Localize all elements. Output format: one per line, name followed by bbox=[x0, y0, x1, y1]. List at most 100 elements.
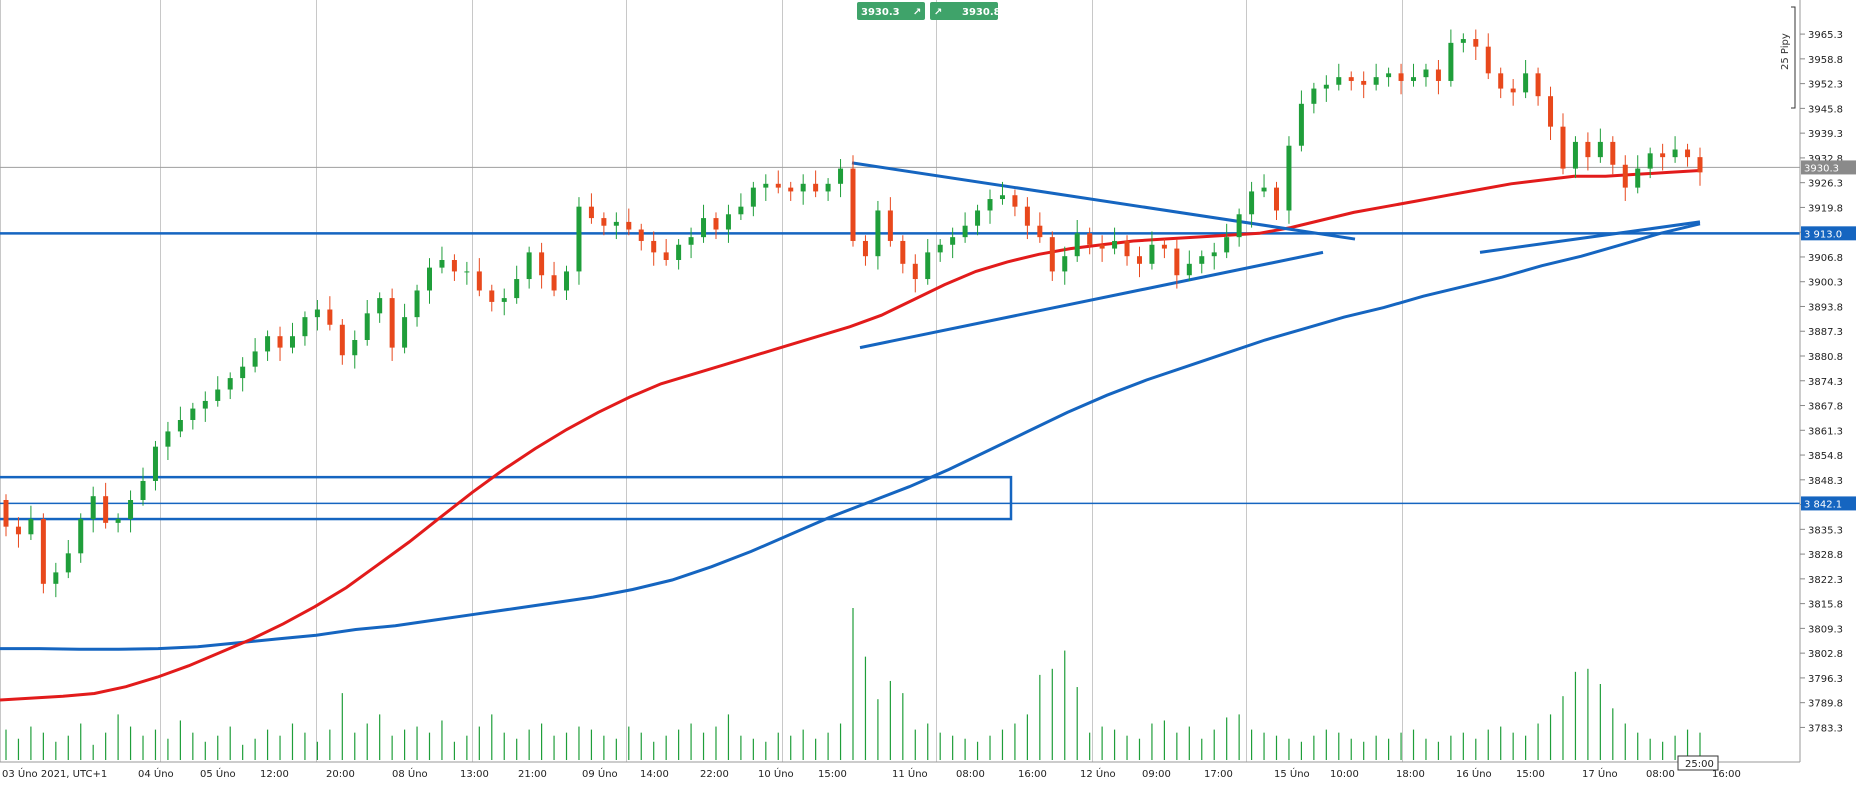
candle-body bbox=[763, 183, 769, 188]
price-tick-label: 3919.8 bbox=[1808, 203, 1843, 214]
chart-drawings bbox=[0, 161, 1800, 702]
countdown-badge bbox=[1677, 755, 1719, 771]
candle-body bbox=[165, 431, 171, 447]
candle-body bbox=[1697, 157, 1703, 173]
candle-body bbox=[1074, 233, 1080, 257]
candle-body bbox=[825, 183, 831, 192]
time-tick-label: 16 Úno bbox=[1456, 767, 1492, 780]
candle-body bbox=[950, 237, 956, 245]
candle-body bbox=[576, 206, 582, 272]
candle-body bbox=[414, 290, 420, 318]
candle-body bbox=[389, 298, 395, 348]
time-tick-label: 17 Úno bbox=[1582, 767, 1618, 780]
price-tick-label: 3848.3 bbox=[1808, 476, 1843, 487]
level-price-tag-bg bbox=[1801, 226, 1856, 241]
candle-body bbox=[526, 252, 532, 280]
candle-body bbox=[1261, 187, 1267, 192]
candle-body bbox=[377, 298, 383, 314]
time-tick-label: 16:00 bbox=[1712, 769, 1741, 780]
price-tick-label: 3900.3 bbox=[1808, 278, 1843, 289]
time-tick-label: 04 Úno bbox=[138, 767, 174, 780]
candle-body bbox=[1523, 73, 1529, 93]
buy-price-button[interactable]: 3930.8 ↗ bbox=[930, 2, 1001, 20]
price-axis: 3965.3 3958.8 3952.3 3945.8 3939.3 3932.8 3926… bbox=[1780, 0, 1843, 762]
candle-body bbox=[1398, 73, 1404, 81]
candle-body bbox=[40, 519, 46, 584]
candle-body bbox=[90, 496, 96, 520]
candle-body bbox=[987, 199, 993, 211]
candle-body bbox=[713, 218, 719, 230]
price-tick-label: 3965.3 bbox=[1808, 30, 1843, 41]
price-tick-label: 3822.3 bbox=[1808, 575, 1843, 586]
candle-body bbox=[1211, 252, 1217, 257]
candle-body bbox=[190, 408, 196, 420]
sell-price-button[interactable]: 3930.3 ↗ bbox=[857, 2, 925, 20]
candle-body bbox=[676, 244, 682, 260]
candle-body bbox=[265, 336, 271, 352]
candle-body bbox=[1336, 77, 1342, 85]
time-tick-label: 20:00 bbox=[326, 769, 355, 780]
time-tick-label: 12 Úno bbox=[1080, 767, 1116, 780]
candle-body bbox=[1186, 263, 1192, 276]
candle-body bbox=[1149, 244, 1155, 264]
candle-body bbox=[1572, 141, 1578, 169]
candle-body bbox=[850, 168, 856, 241]
candle-body bbox=[1348, 77, 1354, 81]
candle-body bbox=[539, 252, 545, 276]
price-tick-label: 3783.3 bbox=[1808, 723, 1843, 734]
candle-body bbox=[439, 260, 445, 268]
price-tick-label: 3815.8 bbox=[1808, 600, 1843, 611]
price-tick-label: 3802.8 bbox=[1808, 649, 1843, 660]
candle-body bbox=[1622, 164, 1628, 188]
candle-body bbox=[1124, 240, 1130, 257]
candle-body bbox=[912, 263, 918, 280]
triangle-upper-trendline bbox=[851, 161, 1356, 241]
candle-body bbox=[464, 271, 470, 273]
price-tick-label: 3809.3 bbox=[1808, 624, 1843, 635]
level-price-tag: 3 913.0 bbox=[1804, 229, 1842, 240]
candle-body bbox=[1311, 88, 1317, 104]
candle-body bbox=[1411, 77, 1417, 81]
candle-body bbox=[1087, 233, 1093, 245]
candle-body bbox=[725, 214, 731, 230]
candle-body bbox=[364, 313, 370, 340]
price-tick-label: 3952.3 bbox=[1808, 80, 1843, 91]
price-tick-label: 3789.8 bbox=[1808, 699, 1843, 710]
time-tick-label: 15:00 bbox=[1516, 769, 1545, 780]
time-tick-label: 21:00 bbox=[518, 769, 547, 780]
candle-body bbox=[501, 298, 507, 302]
candle-body bbox=[1099, 244, 1105, 249]
candle-body bbox=[277, 336, 283, 348]
candle-body bbox=[1660, 153, 1666, 158]
candle-body bbox=[999, 195, 1005, 200]
candle-body bbox=[451, 260, 457, 272]
candle-body bbox=[900, 240, 906, 264]
candle-body bbox=[3, 500, 9, 527]
candle-body bbox=[626, 221, 632, 230]
current-price-tag-bg bbox=[1801, 160, 1856, 175]
price-tick-label: 3893.8 bbox=[1808, 302, 1843, 313]
triangle-lower-trendline bbox=[859, 250, 1324, 350]
candle-body bbox=[1610, 141, 1616, 165]
time-tick-label: 22:00 bbox=[700, 769, 729, 780]
candle-body bbox=[613, 221, 619, 226]
candle-body bbox=[215, 389, 221, 401]
price-tick-label: 3796.3 bbox=[1808, 674, 1843, 685]
candle-body bbox=[1037, 225, 1043, 238]
time-tick-label: 10 Úno bbox=[758, 767, 794, 780]
time-tick-label: 08:00 bbox=[956, 769, 985, 780]
price-tick-label: 3835.3 bbox=[1808, 525, 1843, 536]
candle-body bbox=[1361, 80, 1367, 85]
time-tick-label: 08:00 bbox=[1646, 769, 1675, 780]
candle-body bbox=[476, 271, 482, 291]
candle-body bbox=[314, 309, 320, 318]
time-tick-label: 05 Úno bbox=[200, 767, 236, 780]
candle-body bbox=[115, 519, 121, 523]
candle-body bbox=[28, 519, 34, 535]
candle-body bbox=[1548, 96, 1554, 127]
candle-body bbox=[1473, 39, 1479, 47]
price-tick-label: 3828.8 bbox=[1808, 550, 1843, 561]
candle-body bbox=[962, 225, 968, 238]
